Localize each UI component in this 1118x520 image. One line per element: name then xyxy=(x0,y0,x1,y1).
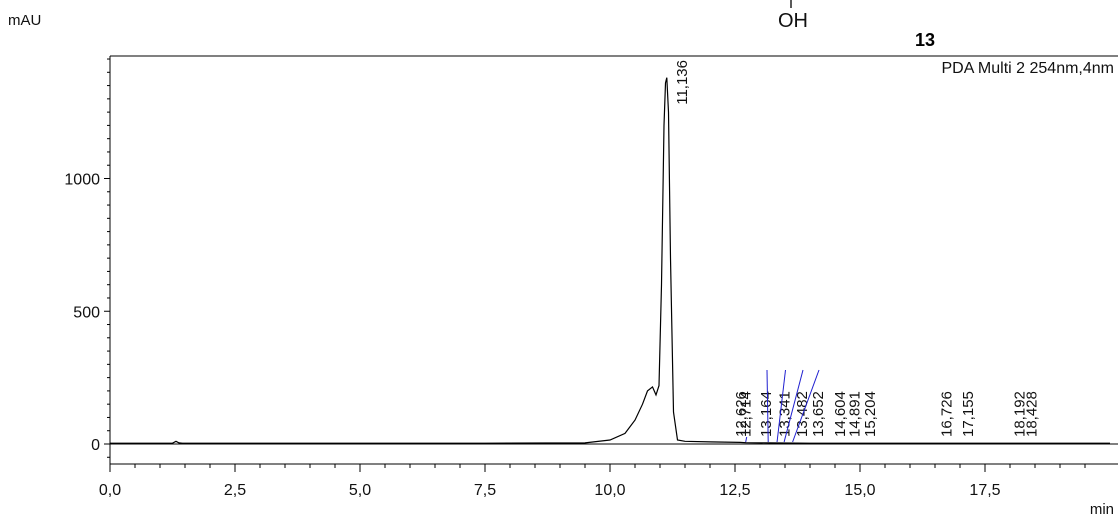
structure-fragment-text: OH xyxy=(778,10,808,32)
x-tick-label: 12,5 xyxy=(719,482,750,499)
peak-label: 13,164 xyxy=(758,391,775,437)
peak-label: 18,428 xyxy=(1023,391,1040,437)
peak-label: 14,891 xyxy=(847,391,864,437)
peak-label: 15,204 xyxy=(862,391,879,437)
y-tick-label: 1000 xyxy=(64,172,100,189)
peak-marker-line xyxy=(776,369,786,443)
x-axis-ticks: 0,0 2,5 5,0 7,5 10,0 12,5 15,0 17,5 xyxy=(99,464,1086,499)
peak-marker-line xyxy=(745,436,748,443)
peak-label: 18,192 xyxy=(1012,391,1029,437)
peak-marker-line xyxy=(766,369,769,443)
compound-number-label: 13 xyxy=(915,30,935,50)
x-tick-label: 7,5 xyxy=(474,482,496,499)
peak-label: 17,155 xyxy=(960,391,977,437)
chromatogram-trace xyxy=(110,77,1110,444)
plot-area xyxy=(110,77,1118,445)
peak-labels: 11,13612,62612,71413,16413,34113,48213,6… xyxy=(674,60,1040,443)
x-axis-unit-label: min xyxy=(1090,501,1114,518)
peak-label: 12,626 xyxy=(733,391,750,437)
peak-label: 13,652 xyxy=(810,391,827,437)
peak-label: 13,341 xyxy=(777,391,794,437)
y-tick-label: 0 xyxy=(91,437,100,454)
peak-label: 14,604 xyxy=(832,391,849,437)
x-tick-label: 5,0 xyxy=(349,482,371,499)
x-tick-label: 17,5 xyxy=(969,482,1000,499)
y-tick-label: 500 xyxy=(73,304,100,321)
x-tick-label: 0,0 xyxy=(99,482,121,499)
peak-label: 11,136 xyxy=(674,60,691,105)
peak-label: 12,714 xyxy=(738,391,755,437)
peak-marker-line xyxy=(792,369,820,443)
series-label: PDA Multi 2 254nm,4nm xyxy=(941,60,1114,77)
x-tick-label: 2,5 xyxy=(224,482,246,499)
x-tick-label: 15,0 xyxy=(844,482,875,499)
x-tick-label: 10,0 xyxy=(594,482,625,499)
y-axis-unit-label: mAU xyxy=(8,12,41,29)
plot-frame xyxy=(109,55,1118,465)
peak-label: 16,726 xyxy=(938,391,955,437)
peak-marker-line xyxy=(783,369,804,443)
y-axis-ticks: 0 500 1000 xyxy=(64,58,110,458)
